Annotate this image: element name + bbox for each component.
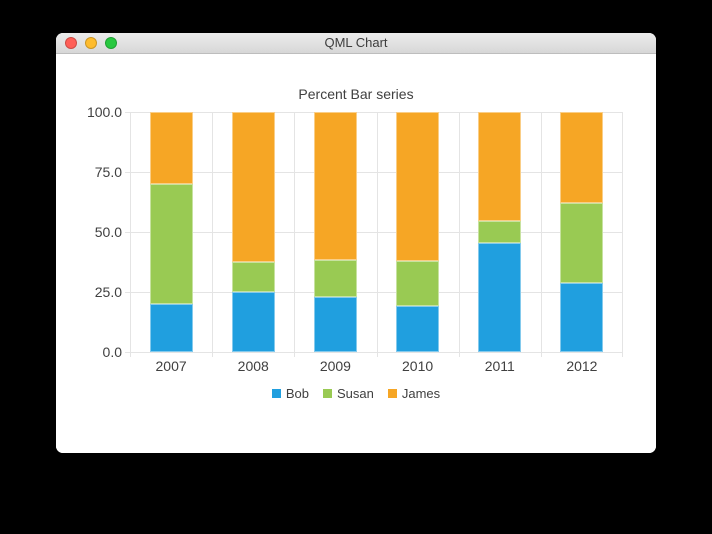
chart-legend: Bob Susan James	[56, 386, 656, 401]
bar-segment-2009-james	[313, 112, 357, 260]
gridline-v	[130, 112, 131, 357]
legend-marker-james	[387, 389, 397, 398]
bar-2012	[560, 112, 604, 352]
app-window: QML Chart Percent Bar series 0.0 25.0 50.0…	[56, 33, 656, 453]
legend-label: Bob	[285, 386, 309, 401]
y-tick-label: 0.0	[102, 344, 122, 360]
close-button[interactable]	[65, 37, 77, 49]
gridline-h	[125, 231, 623, 233]
bar-2009	[313, 112, 357, 352]
legend-marker-susan	[322, 389, 332, 398]
legend-label: James	[401, 386, 441, 401]
bar-segment-2010-bob	[396, 306, 440, 352]
legend-marker-bob	[271, 389, 281, 398]
x-tick-label: 2012	[566, 358, 598, 374]
bar-segment-2012-james	[560, 112, 604, 204]
gridline-v	[541, 112, 542, 357]
bar-segment-2012-susan	[560, 203, 604, 284]
traffic-lights	[65, 37, 117, 49]
zoom-button[interactable]	[105, 37, 117, 49]
bar-segment-2009-susan	[313, 259, 357, 297]
bar-segment-2012-bob	[560, 283, 604, 352]
chart-title: Percent Bar series	[298, 86, 414, 102]
bar-segment-2010-susan	[396, 260, 440, 307]
bar-2007	[149, 112, 193, 352]
legend-item-bob: Bob	[271, 386, 309, 401]
bar-2010	[396, 112, 440, 352]
window-content: Percent Bar series 0.0 25.0 50.0 75.0 100.0 …	[56, 54, 656, 453]
gridline-v	[212, 112, 213, 357]
bar-segment-2011-james	[478, 112, 522, 222]
x-tick-label: 2009	[319, 358, 351, 374]
bar-segment-2011-susan	[478, 221, 522, 243]
bar-segment-2007-susan	[149, 184, 193, 304]
y-tick-label: 25.0	[94, 284, 122, 300]
chart-plot-area	[125, 111, 623, 357]
gridline-v	[459, 112, 460, 357]
bar-segment-2008-bob	[231, 292, 275, 352]
minimize-button[interactable]	[85, 37, 97, 49]
bar-segment-2009-bob	[313, 296, 357, 352]
y-tick-label: 75.0	[94, 164, 122, 180]
gridline-h	[125, 351, 623, 353]
bar-segment-2008-susan	[231, 262, 275, 292]
x-tick-label: 2007	[155, 358, 187, 374]
gridline-v	[294, 112, 295, 357]
bar-segment-2007-james	[149, 112, 193, 184]
bar-segment-2008-james	[231, 112, 275, 262]
legend-item-susan: Susan	[322, 386, 374, 401]
gridline-h	[125, 291, 623, 293]
gridline-h	[125, 171, 623, 173]
window-titlebar[interactable]: QML Chart	[56, 33, 656, 54]
x-tick-label: 2008	[237, 358, 269, 374]
bar-2008	[231, 112, 275, 352]
bar-segment-2007-bob	[149, 304, 193, 352]
bar-segment-2011-bob	[478, 242, 522, 352]
window-title: QML Chart	[324, 35, 388, 50]
bar-2011	[478, 112, 522, 352]
legend-label: Susan	[336, 386, 374, 401]
gridline-v	[622, 112, 623, 357]
y-tick-label: 100.0	[86, 104, 122, 120]
gridline-v	[377, 112, 378, 357]
gridline-h	[125, 111, 623, 113]
y-tick-label: 50.0	[94, 224, 122, 240]
x-tick-label: 2011	[484, 358, 515, 374]
legend-item-james: James	[387, 386, 441, 401]
bar-segment-2010-james	[396, 112, 440, 261]
x-tick-label: 2010	[402, 358, 434, 374]
